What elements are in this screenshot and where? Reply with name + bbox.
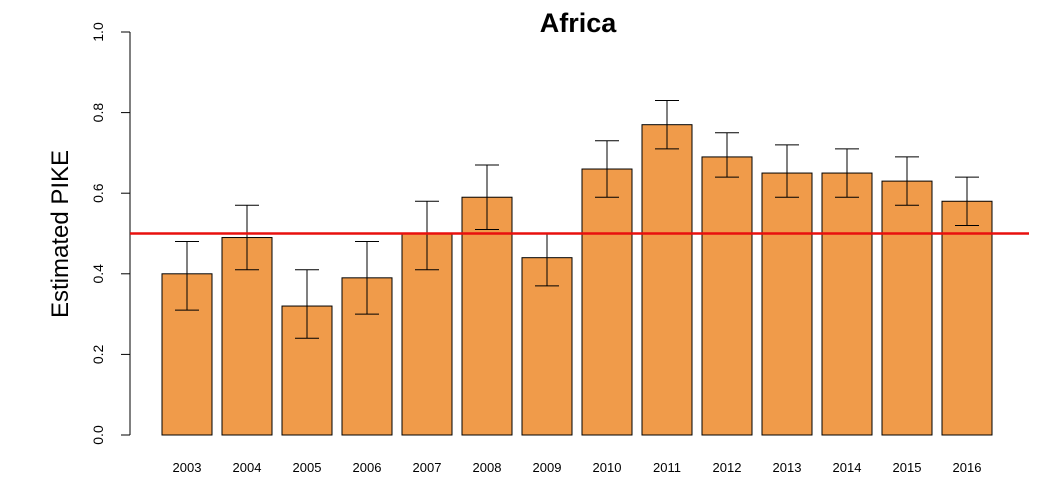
- x-tick-label-2015: 2015: [893, 460, 922, 475]
- x-tick-label-2006: 2006: [353, 460, 382, 475]
- y-axis: 0.0 0.2 0.4 0.6 0.8 1.0: [90, 22, 131, 445]
- x-tick-label-2007: 2007: [413, 460, 442, 475]
- y-tick-label: 0.8: [90, 103, 106, 123]
- error-bars: [175, 100, 979, 339]
- bar-2011: [641, 124, 693, 436]
- bar-2013: [761, 172, 813, 436]
- x-tick-label-2009: 2009: [533, 460, 562, 475]
- x-tick-label-2003: 2003: [173, 460, 202, 475]
- x-tick-label-2010: 2010: [593, 460, 622, 475]
- bar-2015: [881, 180, 933, 436]
- x-tick-labels: 2003 2004 2005 2006 2007 2008 2009 2010 2011 2012…: [173, 460, 982, 475]
- bar-2014: [821, 172, 873, 436]
- x-tick-label-2013: 2013: [773, 460, 802, 475]
- x-tick-label-2011: 2011: [653, 460, 681, 475]
- bar-2012: [701, 156, 753, 436]
- y-axis-label: Estimated PIKE: [47, 150, 74, 318]
- x-tick-label-2008: 2008: [473, 460, 502, 475]
- x-tick-label-2016: 2016: [953, 460, 982, 475]
- bar-2004: [221, 237, 273, 436]
- bar-2008: [461, 196, 513, 436]
- x-tick-label-2004: 2004: [233, 460, 262, 475]
- y-tick-label: 0.2: [90, 344, 106, 364]
- bar-2016: [941, 200, 993, 436]
- bars: [161, 124, 993, 436]
- y-tick-label: 0.0: [90, 425, 106, 445]
- chart-title: Africa: [540, 8, 618, 38]
- bar-2010: [581, 168, 633, 436]
- y-tick-label: 0.4: [90, 264, 106, 284]
- x-tick-label-2014: 2014: [833, 460, 862, 475]
- y-tick-label: 0.6: [90, 183, 106, 203]
- x-tick-label-2012: 2012: [713, 460, 742, 475]
- bar-2009: [521, 257, 573, 436]
- y-tick-label: 1.0: [90, 22, 106, 42]
- x-tick-label-2005: 2005: [293, 460, 322, 475]
